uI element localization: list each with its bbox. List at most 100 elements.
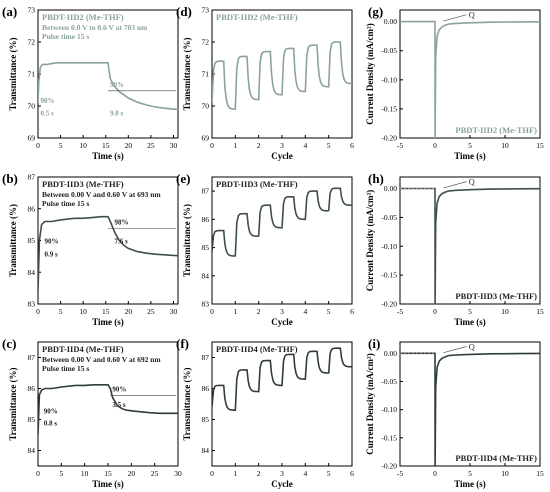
x-tick-label-e: 3 [280,307,284,316]
x-tick-label-e: 1 [233,307,237,316]
y-tick-label-h: -0.15 [381,271,397,280]
x-tick-label-h: -5 [397,307,403,316]
x-tick-label-b: 5 [59,307,63,316]
y-tick-label-b: 86 [28,204,36,213]
plot-frame-h [399,176,541,305]
q-label-i: Q [469,342,475,352]
x-tick-label-h: 10 [501,307,509,316]
chart-title-e: PBDT-IID3 (Me-THF) [216,179,298,189]
y-tick-label-h: -0.05 [381,213,397,222]
x-axis-label-i: Time (s) [454,479,486,489]
y-tick-label-c: 85 [28,415,36,424]
x-tick-label-h: 0 [433,307,437,316]
y-axis-label-b: Transmittance (%) [8,204,18,277]
panel-label-c: (c) [2,336,16,351]
series-line-i-0 [400,352,540,466]
y-tick-label-c: 86 [28,384,36,393]
y-tick-label-i: -0.10 [381,405,397,414]
chart-title-i: PBDT-IID4 (Me-THF) [455,453,537,463]
x-tick-label-b: 15 [102,307,110,316]
panel-label-a: (a) [2,4,17,19]
x-tick-label-a: 25 [147,141,155,150]
x-tick-label-c: 15 [104,469,112,478]
y-tick-label-a: 72 [28,38,36,47]
q-pointer-h [443,181,467,189]
annotation-c: 90% [112,386,126,394]
chart-title-c: PBDT-IID4 (Me-THF) [42,344,124,354]
y-tick-label-e: 86 [202,215,210,224]
x-axis-label-a: Time (s) [92,151,124,161]
plot-frame-g [399,9,541,139]
y-tick-label-e: 84 [202,271,210,280]
annotation-c: 3.5 s [112,401,126,409]
panel-label-g: (g) [368,4,383,19]
y-tick-label-b: 85 [28,236,36,245]
x-axis-label-g: Time (s) [454,151,486,161]
x-tick-label-e: 0 [210,307,214,316]
y-tick-label-f: 85 [202,415,210,424]
info-line-c: Between 0.00 V and 0.60 V at 692 nm [42,355,161,364]
y-axis-label-a: Transmittance (%) [8,37,18,110]
x-tick-label-b: 10 [79,307,87,316]
x-tick-label-b: 25 [147,307,155,316]
annotation-b: 98% [115,219,129,227]
y-axis-label-f: Transmittance (%) [182,367,192,440]
panel-label-f: (f) [176,336,189,351]
x-tick-label-d: 3 [280,141,284,150]
y-tick-label-a: 70 [28,102,36,111]
annotation-b: 0.9 s [45,250,59,258]
y-tick-label-g: -0.10 [381,75,397,84]
x-tick-label-d: 4 [303,141,307,150]
series-line-c-0 [38,384,178,436]
q-label-g: Q [469,10,475,20]
x-tick-label-e: 6 [350,307,354,316]
annotation-a: 0.5 s [40,110,54,118]
panel-label-e: (e) [176,171,190,186]
annotation-c: 90% [44,407,58,415]
q-label-h: Q [469,177,475,187]
x-tick-label-g: 0 [433,141,437,150]
info-line-b: Pulse time 15 s [42,199,89,208]
q-pointer-i [443,346,467,354]
y-tick-label-h: -0.10 [381,242,397,251]
y-tick-label-c: 84 [28,446,36,455]
annotation-a: 90% [40,97,54,105]
x-tick-label-a: 30 [170,141,178,150]
x-tick-label-c: 0 [36,469,40,478]
q-pointer-g [443,14,467,22]
x-tick-label-c: 30 [174,469,182,478]
x-tick-label-f: 2 [257,469,261,478]
chart-title-h: PBDT-IID3 (Me-THF) [455,291,537,301]
x-tick-label-a: 15 [102,141,110,150]
x-axis-label-b: Time (s) [92,317,124,327]
y-tick-label-a: 71 [28,70,36,79]
y-tick-label-c: 87 [28,353,36,362]
x-tick-label-g: 10 [501,141,509,150]
chart-title-d: PBDT-IID2 (Me-THF) [216,12,298,22]
y-tick-label-b: 87 [28,173,36,182]
annotation-a: 9.0 s [110,110,124,118]
y-tick-label-e: 87 [202,187,210,196]
x-tick-label-a: 5 [59,141,63,150]
y-tick-label-b: 84 [28,268,36,277]
x-tick-label-e: 5 [327,307,331,316]
chart-title-a: PBDT-IID2 (Me-THF) [42,12,124,22]
y-tick-label-h: -0.20 [381,300,397,309]
x-tick-label-e: 4 [303,307,307,316]
y-tick-label-f: 87 [202,353,210,362]
x-tick-label-i: 10 [501,469,509,478]
x-tick-label-a: 10 [79,141,87,150]
series-line-h-0 [400,187,540,304]
x-axis-label-c: Time (s) [92,479,124,489]
y-tick-label-g: -0.05 [381,46,397,55]
x-axis-label-e: Cycle [271,317,293,327]
x-tick-label-b: 20 [125,307,133,316]
y-tick-label-e: 83 [202,300,210,309]
series-line-b-0 [38,215,178,292]
x-axis-label-f: Cycle [271,479,293,489]
annotation-a: 90% [110,81,124,89]
y-tick-label-g: 0.00 [384,17,397,26]
y-tick-label-d: 73 [202,6,210,15]
x-tick-label-d: 1 [233,141,237,150]
